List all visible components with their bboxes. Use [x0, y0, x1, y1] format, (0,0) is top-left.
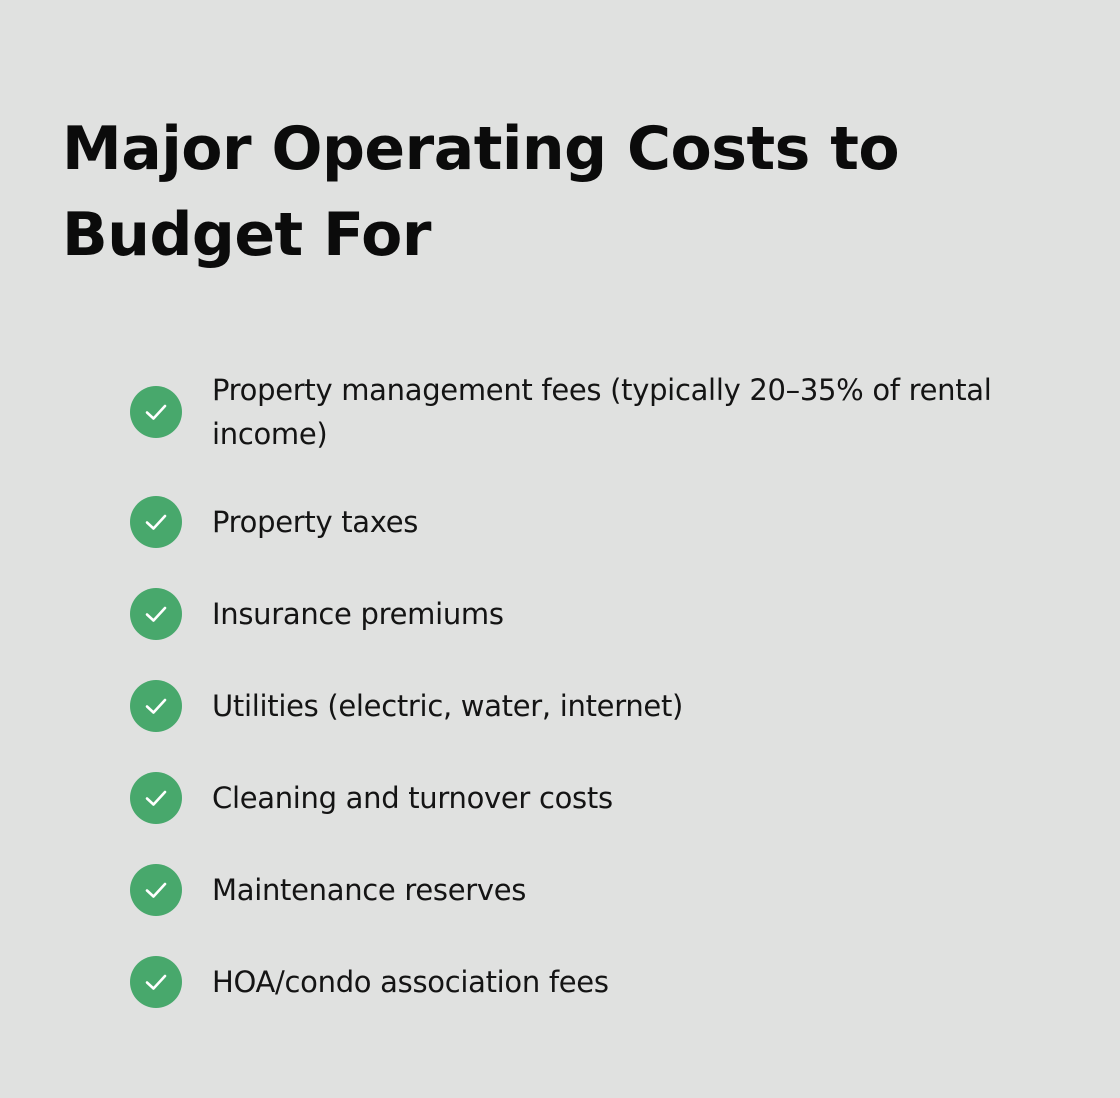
list-item-label: Property management fees (typically 20–3…: [212, 373, 992, 451]
check-circle-icon: [130, 956, 182, 1008]
page-title: Major Operating Costs to Budget For: [62, 114, 900, 270]
list-item-label: Insurance premiums: [212, 597, 504, 631]
list-item-label: Utilities (electric, water, internet): [212, 689, 684, 723]
list-item-label: Maintenance reserves: [212, 873, 527, 907]
list-item-label: HOA/condo association fees: [212, 965, 609, 999]
check-circle-icon: [130, 772, 182, 824]
check-circle-icon: [130, 588, 182, 640]
check-circle-icon: [130, 496, 182, 548]
check-circle-icon: [130, 386, 182, 438]
list-item-label: Cleaning and turnover costs: [212, 781, 613, 815]
check-circle-icon: [130, 680, 182, 732]
check-circle-icon: [130, 864, 182, 916]
list-item-label: Property taxes: [212, 505, 419, 539]
